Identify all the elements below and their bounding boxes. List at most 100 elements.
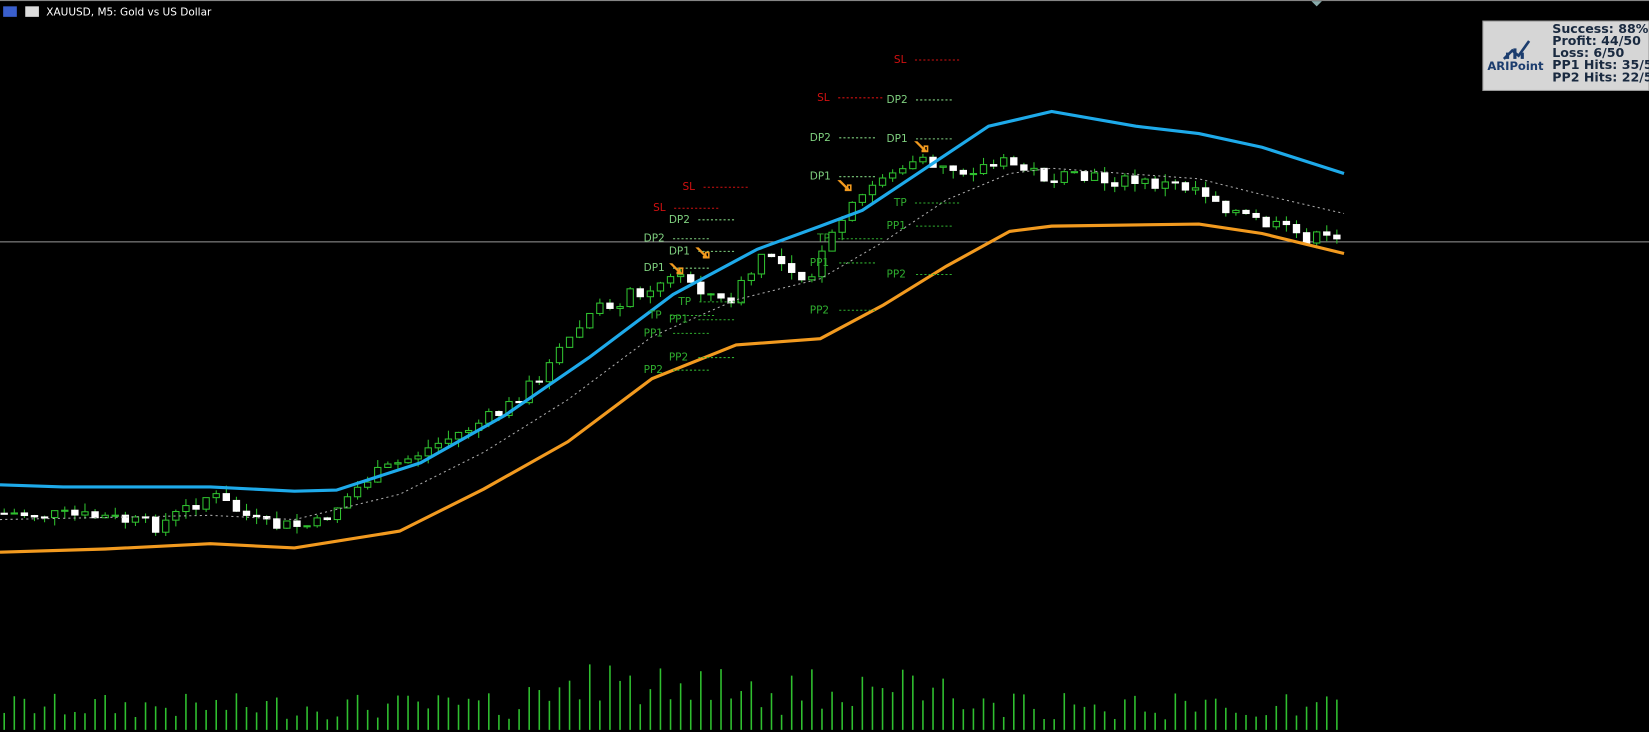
candle-body: [626, 288, 634, 308]
candle-body: [798, 271, 806, 281]
candle-body: [1232, 209, 1240, 214]
candle-body: [1201, 187, 1210, 197]
candle-body: [1000, 157, 1008, 167]
candle-body: [162, 519, 170, 533]
candle-body: [121, 514, 130, 523]
candle-body: [616, 306, 624, 309]
candle-body: [1040, 167, 1048, 182]
candle-body: [1111, 182, 1119, 187]
candle-body: [939, 165, 947, 168]
candle-body: [676, 274, 685, 278]
candle-body: [182, 505, 190, 513]
level-label: PP1: [887, 220, 906, 232]
candle-body: [646, 290, 655, 298]
level-label: PP2: [810, 304, 829, 316]
candle-body: [596, 302, 604, 315]
candle-body: [838, 219, 846, 233]
candle-body: [91, 511, 99, 519]
candle-body: [61, 509, 69, 512]
level-label: DP1: [644, 262, 665, 274]
stat-line: PP2 Hits: 22/50: [1552, 69, 1649, 84]
candle-body: [323, 517, 331, 521]
candle-body: [979, 164, 988, 175]
candle-body: [545, 362, 554, 383]
candle-body: [1282, 220, 1291, 226]
candle-body: [737, 279, 745, 304]
candle-body: [394, 462, 402, 465]
candle-body: [525, 380, 533, 404]
candle-body: [1171, 181, 1180, 184]
candle-body: [697, 281, 705, 295]
candle-body: [858, 194, 867, 203]
panel-background: [1482, 20, 1649, 91]
candle-body: [969, 173, 978, 176]
candle-body: [192, 505, 200, 510]
stat-line: Loss: 6/50: [1552, 45, 1624, 60]
candles: [0, 153, 1341, 537]
sell-arrow: [695, 247, 710, 259]
candle-body: [656, 282, 665, 292]
level-label: TP: [893, 197, 907, 209]
candle-body: [788, 263, 796, 273]
candle-body: [20, 512, 29, 517]
candle-body: [666, 276, 675, 284]
candle-body: [313, 517, 321, 527]
candle-body: [454, 431, 463, 440]
candle-body: [71, 509, 79, 516]
level-label: PP1: [669, 314, 688, 326]
candle-body: [1181, 182, 1190, 191]
candle-body: [868, 184, 877, 196]
candle-body: [1131, 175, 1139, 184]
candle-body: [1030, 167, 1038, 171]
level-label: PP2: [887, 269, 906, 281]
candle-body: [1302, 232, 1311, 244]
candle-body: [1010, 157, 1018, 166]
sell-arrow: [914, 141, 929, 153]
candle-body: [353, 486, 362, 498]
candle-body: [51, 510, 59, 519]
window-icon[interactable]: [3, 6, 17, 17]
candle-body: [767, 253, 776, 258]
stat-line: Success: 88%: [1552, 21, 1649, 36]
level-label: DP1: [669, 245, 690, 257]
candle-body: [1312, 231, 1321, 244]
sell-arrow: [837, 180, 852, 192]
candle-body: [707, 293, 715, 296]
level-label: SL: [653, 202, 666, 214]
logo-bar: [1520, 52, 1524, 59]
candle-body: [1161, 181, 1169, 189]
upper-band: [0, 109, 1345, 493]
candle-body: [0, 512, 8, 515]
candle-body: [1252, 212, 1260, 218]
candle-body: [1292, 224, 1301, 234]
logo-bar: [1505, 52, 1510, 59]
level-label: SL: [683, 181, 696, 193]
candle-body: [1151, 178, 1159, 189]
scroll-marker: [1311, 1, 1322, 7]
candle-body: [1333, 234, 1341, 240]
level-label: PP2: [669, 352, 688, 364]
stat-line: PP1 Hits: 35/50: [1552, 57, 1649, 72]
candle-body: [1080, 171, 1089, 181]
candle-body: [444, 438, 453, 444]
candle-body: [888, 172, 897, 179]
candle-body: [232, 499, 241, 512]
candle-body: [111, 514, 119, 517]
logo-bar: [1513, 48, 1517, 59]
logo-text: ARIPoint: [1487, 59, 1544, 73]
stat-line: Profit: 44/50: [1552, 33, 1641, 48]
candle-body: [535, 380, 543, 383]
candle-body: [818, 250, 826, 278]
candle-body: [131, 516, 140, 523]
candle-body: [10, 512, 18, 515]
level-label: DP1: [887, 133, 908, 145]
candle-body: [414, 455, 422, 460]
chart-icon[interactable]: [25, 6, 39, 17]
candle-body: [252, 514, 261, 518]
level-label: PP1: [810, 257, 829, 269]
candle-body: [1100, 172, 1109, 184]
